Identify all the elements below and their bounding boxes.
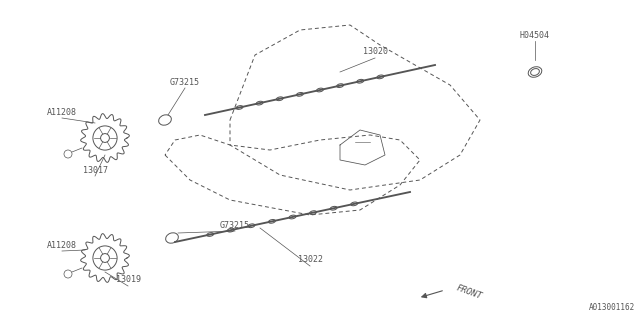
Text: 13019: 13019 xyxy=(115,276,141,284)
Text: 13017: 13017 xyxy=(83,165,108,174)
Text: H04504: H04504 xyxy=(520,30,550,39)
Text: A11208: A11208 xyxy=(47,241,77,250)
Text: G73215: G73215 xyxy=(170,77,200,86)
Text: A013001162: A013001162 xyxy=(589,303,635,312)
Text: A11208: A11208 xyxy=(47,108,77,116)
Text: 13020: 13020 xyxy=(362,47,387,57)
Text: 13022: 13022 xyxy=(298,255,323,265)
Text: G73215: G73215 xyxy=(220,220,250,229)
Text: FRONT: FRONT xyxy=(455,283,483,301)
